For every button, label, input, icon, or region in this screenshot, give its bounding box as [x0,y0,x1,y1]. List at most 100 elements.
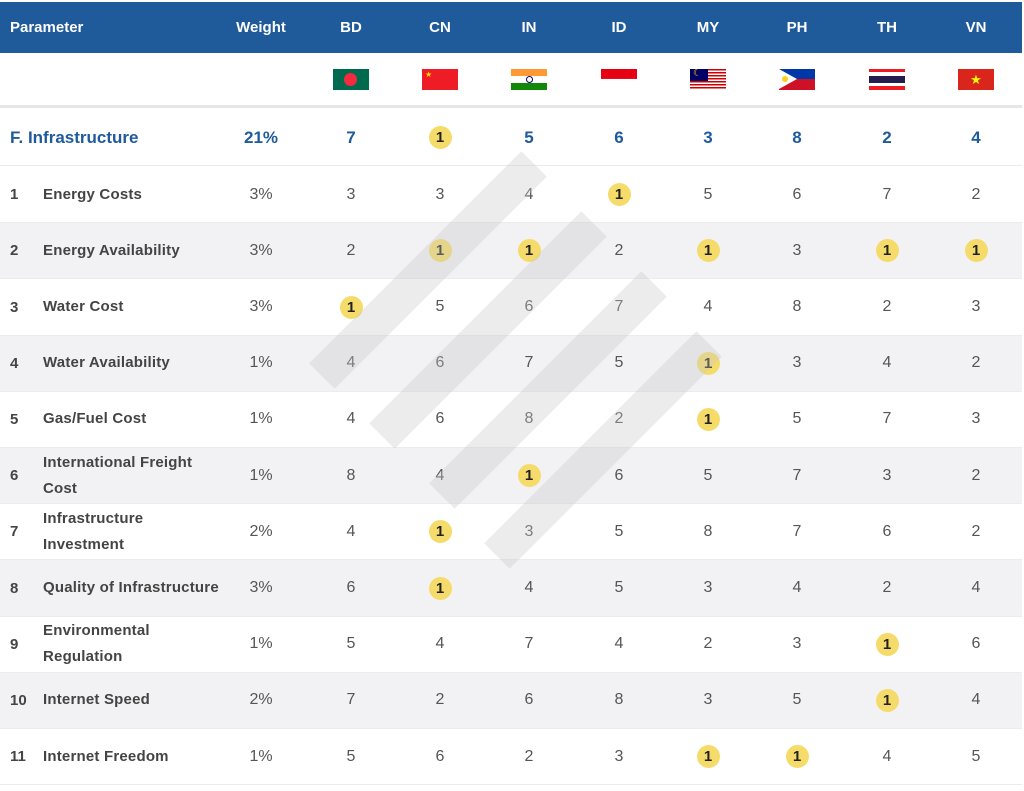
score-cell: 7 [524,354,534,372]
header-country-in: IN [521,19,537,36]
parameter-weight: 3% [249,298,273,316]
header-country-ph: PH [786,19,808,36]
score-cell: 1 [767,745,827,769]
score-cell: 2 [524,747,534,765]
header-country-my: MY [696,19,720,36]
table-row: 3 Water Cost 3% 1 5 6 7 4 8 2 3 [0,279,1022,336]
score-cell: 8 [614,691,624,709]
score-cell: 8 [524,410,534,428]
malaysia-flag-icon: ☾ [690,68,726,90]
score-cell: 1 [857,239,917,263]
parameter-label: Infrastructure Investment [43,509,144,553]
score-cell: 3 [971,298,981,316]
parameter-weight: 2% [249,522,273,540]
row-number: 4 [10,354,19,372]
score-cell: 7 [882,410,892,428]
category-score: 1 [410,126,470,149]
row-number: 10 [10,691,27,709]
parameter-label: Water Availability [43,354,170,372]
score-cell: 1 [410,576,470,600]
category-score: 3 [703,127,713,147]
table-header: Parameter Weight BD CN IN ID MY PH TH VN [0,2,1022,53]
score-cell: 4 [971,579,981,597]
score-cell: 7 [346,691,356,709]
table-row: 4 Water Availability 1% 4 6 7 5 1 3 4 2 [0,335,1022,392]
score-cell: 5 [971,747,981,765]
row-number: 11 [10,748,26,766]
score-cell: 2 [882,579,892,597]
score-cell: 6 [882,522,892,540]
score-cell: 5 [614,522,624,540]
score-cell: 3 [971,410,981,428]
parameter-label: Energy Availability [43,241,180,259]
category-row: F. Infrastructure 21% 7 1 5 6 3 8 2 4 [0,110,1022,166]
score-cell: 5 [346,635,356,653]
table-row: 1 Energy Costs 3% 3 3 4 1 5 6 7 2 [0,167,1022,224]
flag-cell: ☾ [678,68,738,90]
score-cell: 1 [499,464,559,488]
table-row: 9 Environmental Regulation 1% 5 4 7 4 2 3 1 6 [0,617,1022,673]
top-rank-badge: 1 [517,464,541,488]
score-cell: 2 [435,691,445,709]
header-country-cn: CN [429,19,451,36]
top-rank-badge: 1 [517,239,541,263]
india-flag-icon [511,68,547,90]
china-flag-icon: ★ [422,68,458,90]
parameter-label: International Freight Cost [43,453,193,497]
row-number: 5 [10,410,19,428]
score-cell: 5 [792,410,802,428]
header-country-bd: BD [340,19,362,36]
score-cell: 1 [499,239,559,263]
category-score: 8 [792,127,802,147]
score-cell: 1 [678,351,738,375]
row-number: 2 [10,242,19,260]
score-cell: 1 [410,520,470,544]
score-cell: 1 [678,745,738,769]
thailand-flag-icon [869,68,905,90]
row-number: 9 [10,635,19,653]
score-cell: 4 [435,466,445,484]
parameter-label: Internet Speed [43,691,150,709]
table-row: 10 Internet Speed 2% 7 2 6 8 3 5 1 4 [0,672,1022,730]
score-cell: 4 [614,635,624,653]
score-cell: 6 [971,635,981,653]
top-rank-badge: 1 [428,126,452,149]
table-row: 11 Internet Freedom 1% 5 6 2 3 1 1 4 5 [0,729,1022,786]
score-cell: 5 [614,579,624,597]
top-rank-badge: 1 [964,239,988,263]
parameter-weight: 2% [249,691,273,709]
row-number: 3 [10,298,19,316]
top-rank-badge: 1 [428,239,452,263]
table-row: 6 International Freight Cost 1% 8 4 1 6 5 7 3 2 [0,448,1022,505]
score-cell: 5 [614,354,624,372]
top-rank-badge: 1 [696,407,720,431]
score-cell: 2 [971,185,981,203]
score-cell: 5 [346,747,356,765]
top-rank-badge: 1 [875,632,899,656]
score-cell: 1 [321,295,381,319]
top-rank-badge: 1 [696,239,720,263]
flag-cell: ★ [410,68,470,90]
score-cell: 4 [346,354,356,372]
top-rank-badge: 1 [875,239,899,263]
parameter-weight: 1% [249,410,273,428]
top-rank-badge: 1 [696,745,720,769]
score-cell: 3 [703,579,713,597]
score-cell: 3 [792,241,802,259]
table-row: 8 Quality of Infrastructure 3% 6 1 4 5 3 4 2 4 [0,560,1022,617]
score-cell: 2 [614,410,624,428]
score-cell: 6 [435,747,445,765]
score-cell: 4 [882,354,892,372]
score-cell: 6 [435,410,445,428]
header-weight: Weight [236,19,286,36]
score-cell: 1 [946,239,1006,263]
top-rank-badge: 1 [428,576,452,600]
score-cell: 8 [703,522,713,540]
score-cell: 1 [589,183,649,207]
top-rank-badge: 1 [607,183,631,207]
flags-row: ★ ☾ ★ [0,53,1022,108]
score-cell: 7 [792,522,802,540]
parameter-label: Quality of Infrastructure [43,579,219,597]
category-weight: 21% [243,127,279,147]
top-rank-badge: 1 [785,745,809,769]
